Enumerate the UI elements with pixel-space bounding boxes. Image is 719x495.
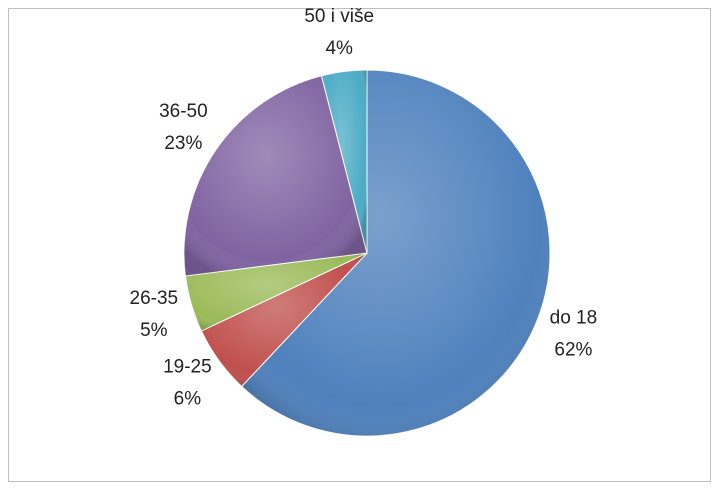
- slice-value-label: 6%: [174, 389, 202, 410]
- slice-value-label: 62%: [554, 340, 592, 361]
- slice-value-label: 4%: [325, 38, 353, 59]
- slice-shade: [201, 253, 367, 387]
- slice-shade: [241, 70, 550, 436]
- slice-label: 26-35: [130, 288, 179, 309]
- slice-label: 19-25: [163, 357, 212, 378]
- slice-value-label: 23%: [164, 133, 202, 154]
- slice-shade: [321, 70, 367, 253]
- slice-shade: [184, 75, 367, 276]
- slice-shade: [185, 253, 367, 331]
- slice-value-label: 5%: [140, 320, 168, 341]
- slice-label: 50 i više: [304, 6, 374, 27]
- slice-label: do 18: [550, 308, 598, 329]
- slice-label: 36-50: [159, 101, 208, 122]
